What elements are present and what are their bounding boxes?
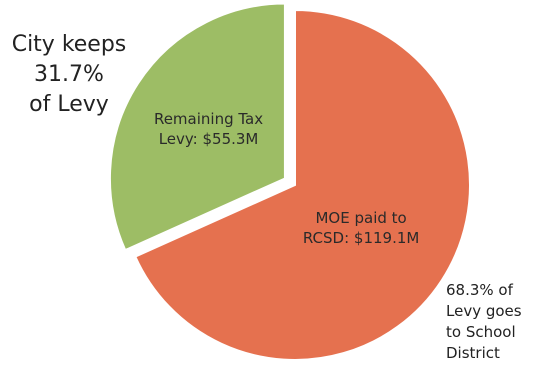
pie-slice-1 [133,8,471,361]
pie-slice-0 [108,2,286,252]
slice-labels-layer: Remaining Tax Levy: $55.3M MOE paid to RCSD… [154,110,419,247]
slice-label-0: Remaining Tax Levy: $55.3M [154,110,263,148]
school-district-annotation: 68.3% of Levy goes to School District [446,281,522,362]
city-keeps-annotation: City keeps 31.7% of Levy [11,32,127,117]
slices-layer [108,2,471,361]
slice-label-1: MOE paid to RCSD: $119.1M [303,209,419,247]
